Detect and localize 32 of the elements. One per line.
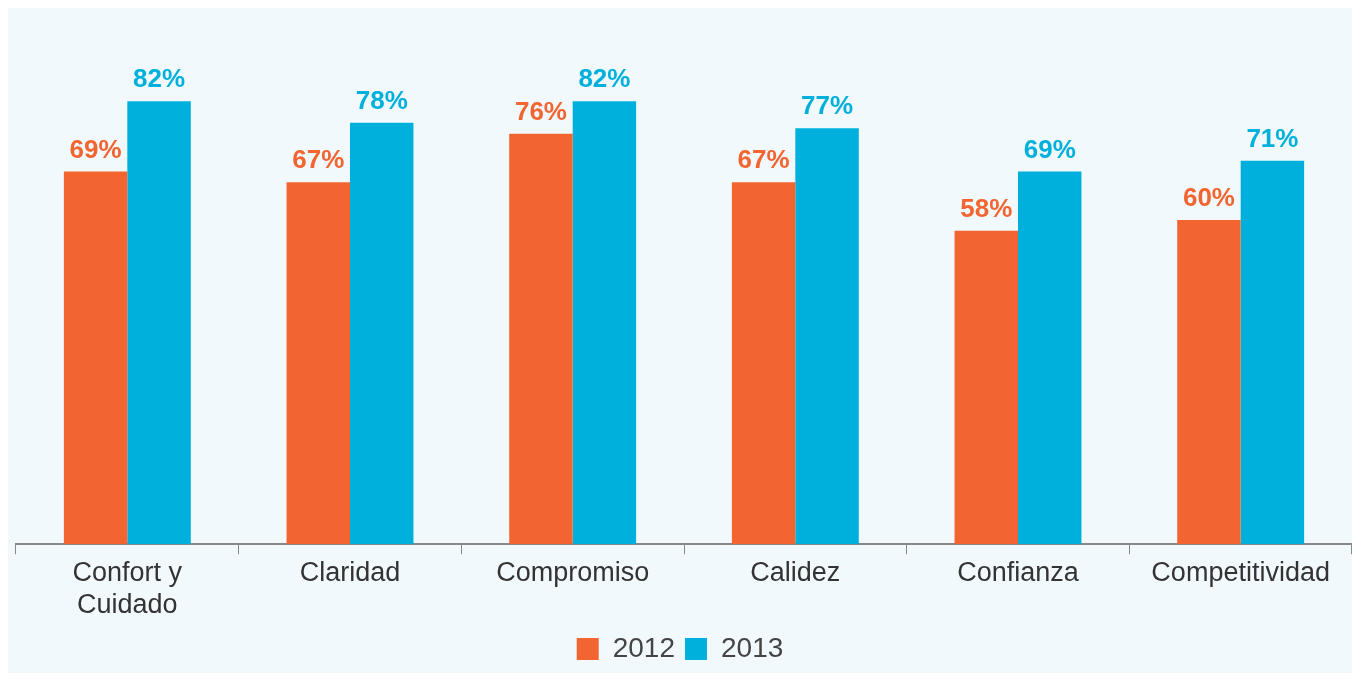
bar <box>127 101 191 545</box>
x-tick-label: Confianza <box>957 556 1080 587</box>
bar <box>350 122 414 545</box>
data-label: 60% <box>1182 182 1235 213</box>
bar <box>731 182 796 545</box>
data-label: 67% <box>292 144 345 175</box>
bar <box>286 182 350 545</box>
x-tick-label: Claridad <box>299 556 401 587</box>
data-label: 58% <box>960 193 1013 224</box>
bar <box>1240 160 1305 545</box>
data-label: 69% <box>69 133 122 164</box>
data-label: 82% <box>133 63 186 94</box>
data-label: 71% <box>1246 122 1299 153</box>
x-tick-label: Compromiso <box>496 556 650 587</box>
x-tick-label: Calidez <box>750 556 841 587</box>
data-label: 69% <box>1023 133 1076 164</box>
bar <box>1018 171 1082 545</box>
bar <box>63 171 128 545</box>
bar <box>1177 220 1241 545</box>
bar <box>509 133 573 545</box>
legend-label: 2012 <box>612 631 676 663</box>
data-label: 78% <box>355 85 408 115</box>
x-tick-label: Competitividad <box>1151 556 1330 587</box>
x-tick-label: Confort y Cuidado <box>72 556 183 620</box>
data-label: 77% <box>801 90 854 121</box>
bar <box>572 101 637 545</box>
data-label: 82% <box>578 63 631 94</box>
data-label: 67% <box>737 144 790 175</box>
bar <box>795 128 859 545</box>
legend-label: 2013 <box>721 631 784 663</box>
bar <box>954 230 1018 545</box>
data-label: 76% <box>514 95 567 126</box>
